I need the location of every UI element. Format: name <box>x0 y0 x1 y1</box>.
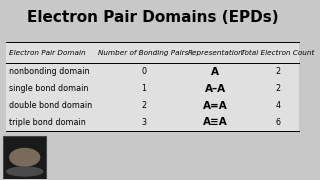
Text: 2: 2 <box>141 101 146 110</box>
Text: 6: 6 <box>276 118 280 127</box>
Text: A: A <box>211 67 219 77</box>
Text: A–A: A–A <box>204 84 226 94</box>
Text: Electron Pair Domains (EPDs): Electron Pair Domains (EPDs) <box>27 10 278 25</box>
Text: 4: 4 <box>276 101 280 110</box>
Text: 2: 2 <box>275 84 280 93</box>
Text: Total Electron Count: Total Electron Count <box>241 50 315 56</box>
Text: 3: 3 <box>141 118 146 127</box>
Text: double bond domain: double bond domain <box>9 101 92 110</box>
Circle shape <box>10 148 40 166</box>
Text: 2: 2 <box>275 67 280 76</box>
Text: 0: 0 <box>141 67 146 76</box>
Bar <box>3 136 46 179</box>
Text: single bond domain: single bond domain <box>9 84 89 93</box>
Text: A≡A: A≡A <box>203 117 228 127</box>
Text: Representation: Representation <box>187 50 243 56</box>
Text: 1: 1 <box>141 84 146 93</box>
Text: nonbonding domain: nonbonding domain <box>9 67 90 76</box>
Bar <box>6 42 299 131</box>
Text: triple bond domain: triple bond domain <box>9 118 86 127</box>
Text: Electron Pair Domain: Electron Pair Domain <box>9 50 86 56</box>
Ellipse shape <box>7 167 43 176</box>
Text: A=A: A=A <box>203 100 228 111</box>
Text: Number of Bonding Pairs: Number of Bonding Pairs <box>98 50 189 56</box>
